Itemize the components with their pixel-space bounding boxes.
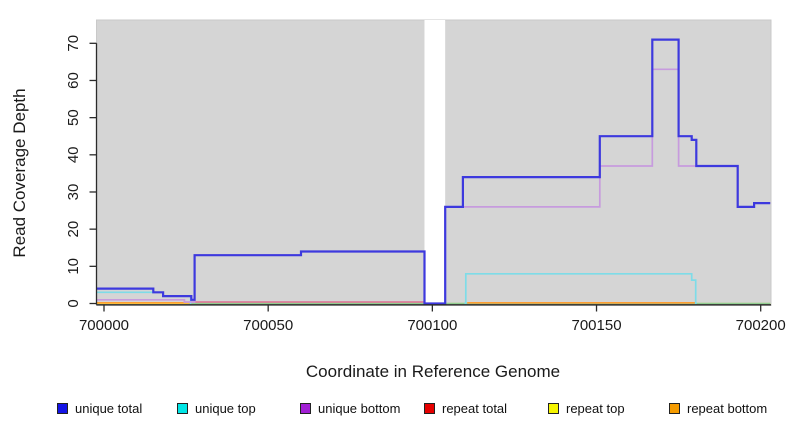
y-tick-label: 50 <box>65 109 82 126</box>
legend: unique total unique top unique bottom repea… <box>0 399 792 421</box>
legend-swatch <box>424 402 435 414</box>
axes: 700000 700050 700100 700150 700200 0 10 20 30 40 5… <box>65 35 786 334</box>
legend-swatch <box>548 402 559 414</box>
legend-item-repeat-bottom: repeat bottom <box>669 399 767 417</box>
y-tick-label: 0 <box>65 299 82 307</box>
data-series-lines <box>96 38 771 305</box>
y-tick-label: 30 <box>65 184 82 201</box>
legend-label: unique bottom <box>318 400 401 416</box>
x-tick-label: 700000 <box>79 317 129 334</box>
y-tick-label: 70 <box>65 35 82 52</box>
y-axis-title: Read Coverage Depth <box>10 88 29 257</box>
legend-label: repeat bottom <box>687 400 768 416</box>
legend-label: repeat top <box>566 400 625 416</box>
legend-label: repeat total <box>442 400 508 416</box>
x-tick-label: 700050 <box>243 317 293 334</box>
legend-label: unique top <box>195 400 256 416</box>
x-tick-label: 700100 <box>407 317 457 334</box>
legend-swatch <box>300 402 311 414</box>
missing-data-band <box>424 20 446 306</box>
legend-label: unique total <box>75 400 143 416</box>
legend-item-unique-total: unique total <box>57 399 142 417</box>
y-tick-label: 10 <box>65 258 82 275</box>
legend-swatch <box>57 402 68 414</box>
legend-item-unique-top: unique top <box>177 399 256 417</box>
legend-item-repeat-total: repeat total <box>424 399 507 417</box>
series-unique-top <box>464 272 697 304</box>
x-tick-label: 700150 <box>571 317 621 334</box>
y-tick-label: 20 <box>65 221 82 238</box>
x-axis-title: Coordinate in Reference Genome <box>306 362 560 381</box>
legend-item-repeat-top: repeat top <box>548 399 625 417</box>
y-tick-label: 60 <box>65 72 82 89</box>
legend-swatch <box>177 402 188 414</box>
legend-swatch <box>669 402 680 414</box>
x-tick-label: 700200 <box>736 317 786 334</box>
legend-item-unique-bottom: unique bottom <box>300 399 400 417</box>
series-unique-total <box>96 38 771 305</box>
y-tick-label: 40 <box>65 146 82 163</box>
